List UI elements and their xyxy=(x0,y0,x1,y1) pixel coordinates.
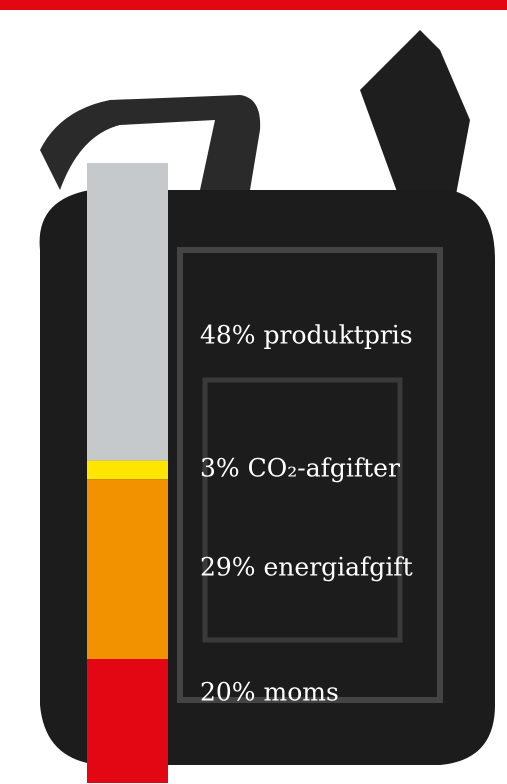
top-band xyxy=(0,0,507,10)
segment-label: 29% energiafgift xyxy=(200,553,413,582)
segment-label: 3% CO₂-afgifter xyxy=(200,453,400,482)
segment-label: 48% produktpris xyxy=(200,320,413,349)
bar-segment xyxy=(87,659,168,783)
bar-segment xyxy=(87,479,168,659)
bar-segment xyxy=(87,460,168,480)
segment-label: 20% moms xyxy=(200,678,339,707)
bar-segment xyxy=(87,163,168,461)
